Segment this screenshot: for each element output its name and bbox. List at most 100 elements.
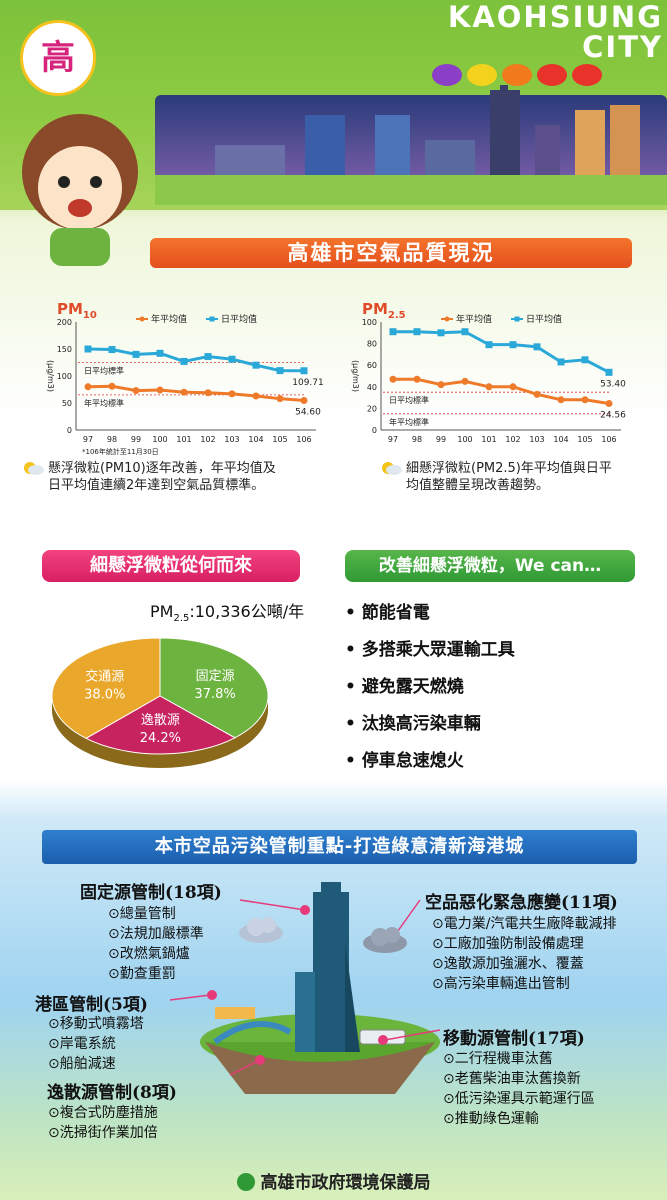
logo-badge: 高 (20, 20, 96, 96)
pm10-label-main: PM (57, 300, 83, 318)
port-title: 港區管制(5項) (35, 995, 148, 1015)
x-tick-label: 106 (296, 435, 311, 444)
pm25-label-main: PM (362, 300, 388, 318)
legend-daily-label: 日平均值 (221, 313, 257, 325)
annual-point (276, 395, 284, 403)
control-item: ⊙船舶減速 (48, 1056, 116, 1072)
legend-annual-label: 年平均值 (151, 313, 187, 325)
chart-footnote: *106年統計至11月30日 (82, 447, 159, 456)
daily-standard-label: 日平均標準 (84, 366, 124, 376)
daily-point (533, 343, 541, 351)
daily-point (276, 367, 284, 375)
header-title-line1: KAOHSIUNG (447, 0, 663, 34)
pm25-note-line2: 均值整體呈現改善趨勢。 (406, 478, 550, 493)
fixed-source-title: 固定源管制(18項) (80, 883, 222, 903)
daily-point (84, 345, 92, 353)
annual-point (108, 382, 116, 390)
x-tick-label: 100 (457, 435, 472, 444)
color-dot-2 (467, 64, 497, 86)
x-tick-label: 102 (505, 435, 520, 444)
daily-point (605, 368, 613, 376)
x-tick-label: 106 (601, 435, 616, 444)
y-tick-label: 50 (62, 399, 72, 408)
y-tick-label: 0 (67, 426, 72, 435)
annual-point (413, 375, 421, 383)
daily-point (156, 349, 164, 357)
legend-annual-marker (444, 316, 450, 322)
annual-point (533, 390, 541, 398)
improve-list-item: • 節能省電 (345, 603, 430, 623)
annual-point (581, 396, 589, 404)
emergency-title: 空品惡化緊急應變(11項) (425, 893, 618, 913)
y-tick-label: 60 (367, 361, 377, 370)
daily-point (300, 367, 308, 375)
pie-slice-value: 24.2% (140, 731, 181, 746)
annual-point (300, 397, 308, 405)
daily-point (228, 355, 236, 363)
x-tick-label: 103 (529, 435, 544, 444)
x-tick-label: 99 (436, 435, 446, 444)
x-tick-label: 97 (388, 435, 398, 444)
pm10-chart: 0 50 100 150 200 97 98 99 100 101 102 103 104 105 106 (… (46, 313, 324, 456)
pm25-note-line1: 細懸浮微粒(PM2.5)年平均值與日平 (406, 461, 612, 476)
daily-point (461, 328, 469, 336)
x-tick-label: 103 (224, 435, 239, 444)
control-item: ⊙老舊柴油車汰舊換新 (443, 1071, 581, 1087)
pie-slice-label: 逸散源 (141, 713, 180, 728)
annual-end-label: 54.60 (295, 408, 321, 418)
pie-slice (51, 637, 161, 739)
pie-slice-value: 38.0% (84, 687, 125, 702)
control-item: ⊙法規加嚴標準 (108, 926, 204, 942)
x-tick-label: 101 (176, 435, 191, 444)
improve-list-item: • 避免露天燃燒 (345, 677, 464, 697)
header-title-line2: CITY (582, 30, 663, 64)
y-axis-label: (μg/m3) (351, 360, 360, 392)
legend-daily-marker (209, 316, 215, 322)
x-tick-label: 104 (248, 435, 263, 444)
control-item: ⊙改燃氣鍋爐 (108, 946, 190, 962)
daily-point (509, 341, 517, 349)
x-tick-label: 102 (200, 435, 215, 444)
annual-point (132, 387, 140, 395)
legend-daily-label: 日平均值 (526, 313, 562, 325)
daily-point (413, 328, 421, 336)
control-item: ⊙高污染車輛進出管制 (432, 976, 570, 992)
y-tick-label: 100 (362, 318, 377, 327)
x-tick-label: 104 (553, 435, 568, 444)
pie-slice (85, 695, 236, 755)
control-item: ⊙複合式防塵措施 (48, 1105, 158, 1121)
control-item: ⊙推動綠色運輸 (443, 1111, 539, 1127)
control-item: ⊙總量管制 (108, 906, 176, 922)
annual-point (228, 390, 236, 398)
control-item: ⊙工廠加強防制設備處理 (432, 936, 584, 952)
color-dot-5 (572, 64, 602, 86)
y-tick-label: 80 (367, 340, 377, 349)
x-tick-label: 98 (107, 435, 117, 444)
daily-standard-label: 日平均標準 (389, 395, 429, 405)
daily-point (485, 341, 493, 349)
annual-point (204, 389, 212, 397)
control-item: ⊙岸電系統 (48, 1036, 116, 1052)
pm25-note: 細懸浮微粒(PM2.5)年平均值與日平 均值整體呈現改善趨勢。 (406, 460, 612, 494)
annual-point (557, 396, 565, 404)
annual-point (437, 381, 445, 389)
mascot (10, 110, 150, 270)
footer-agency-name: 高雄市政府環境保護局 (260, 1173, 431, 1193)
annual-point (84, 383, 92, 391)
pm10-label: PM10 (57, 300, 97, 321)
annual-standard-label: 年平均標準 (84, 398, 124, 408)
annual-point (485, 383, 493, 391)
pie-title-rest: :10,336公噸/年 (189, 602, 305, 621)
header-title: KAOHSIUNG CITY (405, 2, 663, 62)
annual-series-line (393, 377, 610, 405)
x-tick-label: 98 (412, 435, 422, 444)
annual-end-label: 24.56 (600, 410, 626, 420)
legend-annual-marker (139, 316, 145, 322)
x-tick-label: 97 (83, 435, 93, 444)
pie-title: PM2.5:10,336公噸/年 (150, 598, 304, 624)
color-dot-3 (502, 64, 532, 86)
control-item: ⊙二行程機車汰舊 (443, 1051, 553, 1067)
y-axis-label: (μg/m3) (46, 360, 55, 392)
control-item: ⊙洗掃街作業加倍 (48, 1125, 158, 1141)
pm25-source-pie: 固定源 37.8% 逸散源 24.2% 交通源 38.0% (51, 637, 269, 768)
